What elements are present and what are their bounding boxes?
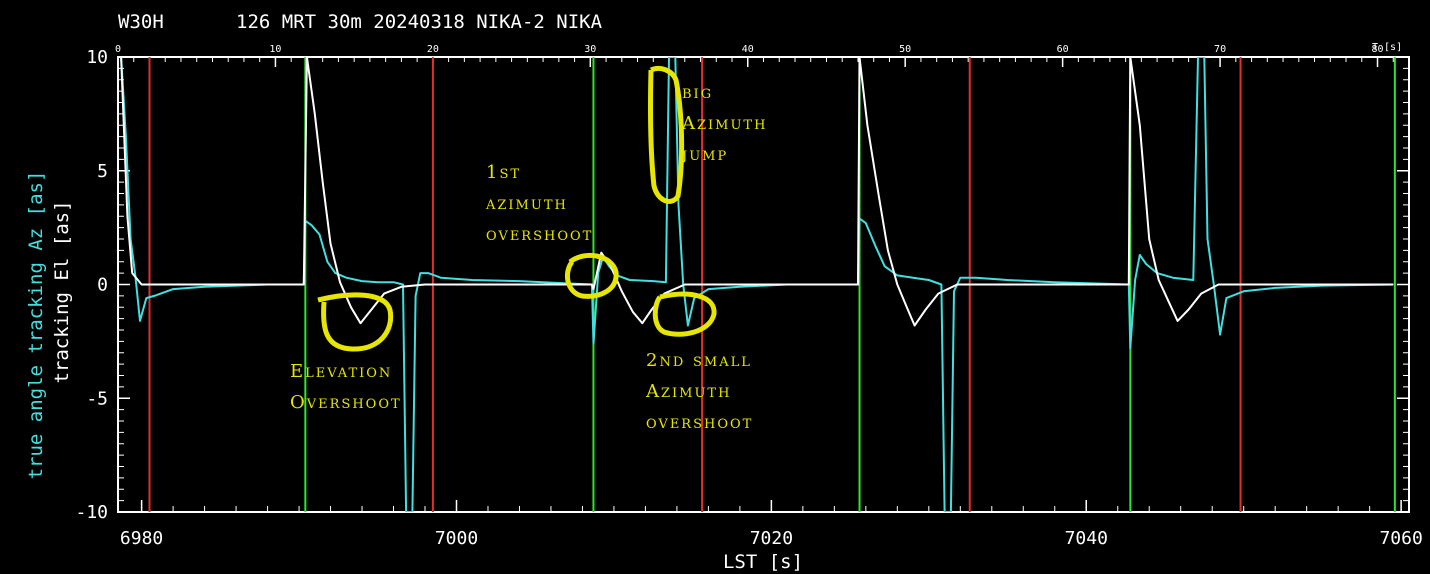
header-info: 126 MRT 30m 20240318 NIKA-2 NIKA <box>236 11 603 33</box>
x-tick-label: 6980 <box>120 528 163 549</box>
annotation-el-overshoot: Elevation Overshoot <box>290 361 402 413</box>
y-tick-label: 10 <box>86 47 108 68</box>
top-tick-label: 20 <box>427 44 439 55</box>
highlight-first-az-overshoot <box>564 252 619 299</box>
annotation-line: jump <box>680 144 728 165</box>
top-tick-label: 40 <box>742 44 754 55</box>
annotation-highlights <box>317 65 717 352</box>
annotation-line: 1st <box>486 162 521 183</box>
y-tick-label: -10 <box>75 502 108 523</box>
top-tick-label: 10 <box>269 44 281 55</box>
x-tick-label: 7060 <box>1379 528 1422 549</box>
top-tick-label: 50 <box>899 44 911 55</box>
series-line-az <box>120 57 1394 512</box>
highlight-big-az-jump <box>647 65 685 204</box>
annotation-line: overshoot <box>646 412 753 433</box>
annotation-line: Elevation <box>290 361 392 382</box>
highlight-el-overshoot <box>317 292 394 352</box>
annotation-line: Overshoot <box>290 392 402 413</box>
annotation-line: azimuth <box>485 193 568 214</box>
top-tick-label: 70 <box>1214 44 1226 55</box>
series-line-el <box>120 57 1394 327</box>
top-tick-label: 0 <box>115 44 121 55</box>
annotation-line: overshoot <box>486 224 593 245</box>
annotation-line: Azimuth <box>645 381 731 402</box>
annotation-line: Azimuth <box>681 113 767 134</box>
header-station: W30H <box>118 11 164 33</box>
annotation-line: big <box>682 82 713 103</box>
annotation-line: 2nd small <box>646 350 752 371</box>
y-axis-title-el: tracking El [as] <box>51 200 73 383</box>
highlight-second-az-overshoot <box>652 291 717 337</box>
annotation-first-az-overshoot: 1st azimuth overshoot <box>485 162 593 245</box>
x-tick-label: 7040 <box>1065 528 1108 549</box>
top-axis-title: T [s] <box>1372 42 1402 53</box>
x-tick-label: 7020 <box>750 528 793 549</box>
top-tick-label: 60 <box>1057 44 1069 55</box>
y-tick-label: 0 <box>97 275 108 296</box>
top-tick-label: 80 <box>1371 44 1383 55</box>
y-tick-label: 5 <box>97 161 108 182</box>
annotation-second-az-overshoot: 2nd small Azimuth overshoot <box>645 350 753 433</box>
y-axis-title-az: true angle tracking Az [as] <box>25 171 47 480</box>
annotation-big-az-jump: big Azimuth jump <box>680 82 767 165</box>
data-series <box>120 57 1394 512</box>
y-tick-label: -5 <box>86 388 108 409</box>
x-tick-label: 7000 <box>435 528 478 549</box>
x-axis-title: LST [s] <box>723 551 803 573</box>
top-tick-label: 30 <box>584 44 596 55</box>
